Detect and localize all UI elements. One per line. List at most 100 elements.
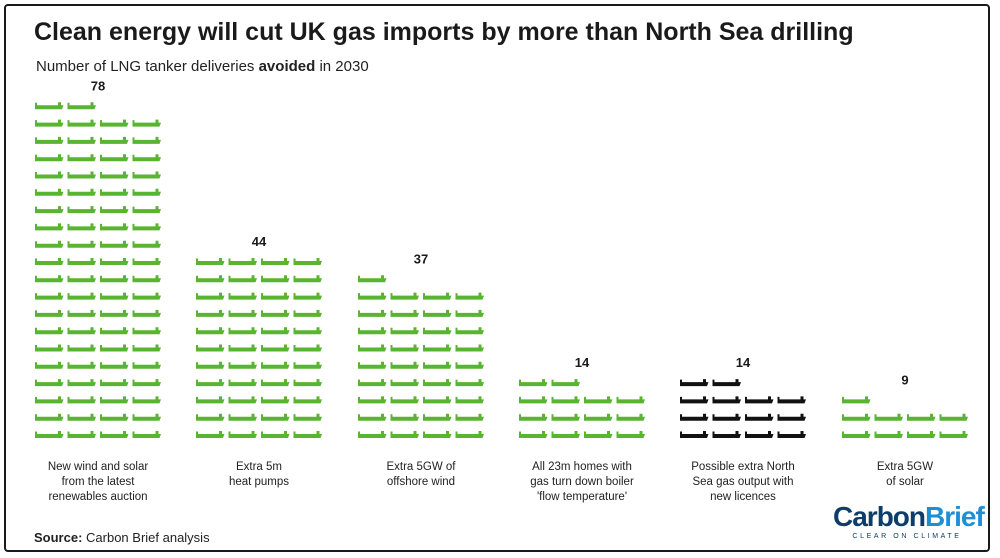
category-group: [35, 102, 161, 438]
source-text: Carbon Brief analysis: [82, 530, 210, 545]
tanker-icon: [584, 431, 613, 438]
category-label-line: Extra 5GW of: [386, 461, 456, 473]
tanker-icon: [358, 361, 387, 369]
tanker-icon: [132, 119, 161, 127]
tanker-icon: [680, 379, 709, 387]
tanker-icon: [455, 292, 484, 300]
tanker-icon: [519, 379, 548, 387]
category-label-line: Sea gas output with: [692, 476, 793, 488]
tanker-icon: [842, 413, 871, 421]
tanker-icon: [100, 119, 129, 127]
value-label: 37: [414, 251, 428, 266]
tanker-icon: [423, 344, 452, 352]
tanker-icon: [67, 361, 96, 369]
source-note: Source: Carbon Brief analysis: [34, 530, 210, 545]
tanker-icon: [261, 396, 290, 404]
logo-part-2: Brief: [925, 501, 985, 532]
category-group: [680, 379, 806, 438]
tanker-icon: [616, 431, 645, 438]
tanker-icon: [228, 379, 257, 387]
tanker-icon: [390, 309, 419, 317]
tanker-icon: [390, 327, 419, 335]
tanker-icon: [67, 223, 96, 231]
tanker-icon: [132, 136, 161, 144]
tanker-icon: [358, 344, 387, 352]
tanker-icon: [132, 223, 161, 231]
tanker-icon: [358, 379, 387, 387]
category-label-line: renewables auction: [48, 491, 147, 503]
tanker-icon: [261, 413, 290, 421]
category-label: All 23m homes with gas turn down boiler 'f…: [530, 461, 634, 503]
subtitle-text-end: in 2030: [315, 58, 369, 75]
tanker-icon: [100, 258, 129, 265]
carbon-brief-logo: CarbonBrief CLEAR ON CLIMATE: [833, 501, 985, 541]
tanker-icon: [67, 258, 96, 265]
chart-title: Clean energy will cut UK gas imports by …: [34, 18, 854, 46]
tanker-icon: [100, 136, 129, 144]
tanker-icon: [455, 396, 484, 404]
tanker-icon: [100, 327, 129, 335]
tanker-icon: [519, 396, 548, 404]
tanker-icon: [67, 275, 96, 283]
tanker-icon: [390, 431, 419, 438]
tanker-icon: [67, 102, 96, 110]
tanker-icon: [100, 361, 129, 369]
tanker-icon: [874, 413, 903, 421]
tanker-icon: [35, 188, 64, 196]
tanker-icon: [261, 344, 290, 352]
tanker-icon: [423, 431, 452, 438]
tanker-icon: [939, 413, 968, 421]
tanker-icon: [132, 292, 161, 300]
category-label: Extra 5GW of offshore wind: [386, 461, 456, 488]
tanker-icon: [680, 396, 709, 404]
tanker-icon: [261, 327, 290, 335]
tanker-icon: [228, 258, 257, 265]
tanker-icon: [423, 327, 452, 335]
category-label-line: heat pumps: [229, 476, 289, 488]
value-label: 14: [575, 355, 590, 370]
tanker-icon: [132, 275, 161, 283]
tanker-icon: [712, 379, 741, 387]
tanker-icon: [228, 292, 257, 300]
tanker-icon: [67, 188, 96, 196]
tanker-icon: [35, 102, 64, 110]
tanker-icon: [67, 309, 96, 317]
tanker-icon: [228, 344, 257, 352]
tanker-icon: [132, 396, 161, 404]
tanker-icon: [712, 413, 741, 421]
category-label-line: New wind and solar: [48, 461, 149, 473]
category-group: [358, 275, 484, 438]
tanker-icon: [100, 240, 129, 248]
tanker-icon: [777, 431, 806, 438]
tanker-icon: [293, 379, 322, 387]
chart-subtitle: Number of LNG tanker deliveries avoided …: [36, 58, 369, 75]
value-label: 44: [252, 234, 267, 249]
tanker-icon: [261, 431, 290, 438]
logo-wordmark: CarbonBrief: [833, 501, 985, 532]
tanker-icon: [261, 309, 290, 317]
tanker-icon: [196, 309, 225, 317]
tanker-icon: [35, 344, 64, 352]
tanker-icon: [228, 361, 257, 369]
tanker-icon: [358, 413, 387, 421]
tanker-icon: [196, 327, 225, 335]
tanker-icon: [261, 258, 290, 265]
tanker-icon: [423, 309, 452, 317]
tanker-icon: [196, 431, 225, 438]
tanker-icon: [293, 309, 322, 317]
tanker-icon: [132, 206, 161, 214]
category-label-line: offshore wind: [387, 476, 455, 488]
tanker-icon: [196, 379, 225, 387]
tanker-icon: [261, 379, 290, 387]
tanker-icon: [196, 396, 225, 404]
tanker-icon: [35, 361, 64, 369]
tanker-icon: [293, 344, 322, 352]
tanker-icon: [712, 431, 741, 438]
tanker-icon: [35, 431, 64, 438]
tanker-icon: [67, 240, 96, 248]
category-group: [842, 396, 968, 438]
tanker-icon: [132, 344, 161, 352]
tanker-icon: [616, 413, 645, 421]
tanker-icon: [455, 309, 484, 317]
tanker-icon: [100, 223, 129, 231]
